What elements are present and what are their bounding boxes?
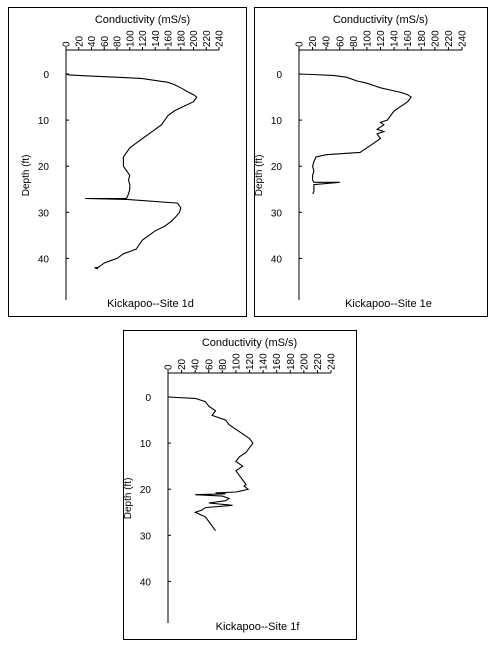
chart-panel-1e: Conductivity (mS/s) 0 20 40 60 80 100 120 140 160… xyxy=(254,7,488,317)
x-tick-label: 240 xyxy=(215,30,226,47)
x-tick-label: 140 xyxy=(390,30,401,47)
x-tick-label: 60 xyxy=(335,35,346,47)
y-tick-label: 20 xyxy=(271,162,283,173)
x-tick-label: 200 xyxy=(430,30,441,47)
y-tick-label: 0 xyxy=(145,393,151,404)
x-tick-label: 120 xyxy=(138,30,149,47)
y-tick-label: 30 xyxy=(140,531,152,542)
chart-caption: Kickapoo--Site 1d xyxy=(107,298,194,310)
y-tick-label: 40 xyxy=(38,254,50,265)
chart-caption: Kickapoo--Site 1e xyxy=(345,298,432,310)
x-tick-label: 40 xyxy=(191,358,202,370)
x-tick-label: 220 xyxy=(202,30,213,47)
chart-caption: Kickapoo--Site 1f xyxy=(216,621,301,633)
x-tick-label: 80 xyxy=(113,35,124,47)
x-tick-label: 100 xyxy=(231,353,242,370)
x-axis-title: Conductivity (mS/s) xyxy=(95,14,190,26)
x-tick-label: 0 xyxy=(62,41,73,47)
y-tick-label: 40 xyxy=(140,577,152,588)
x-tick-label: 60 xyxy=(204,358,215,370)
y-axis-title: Depth (ft) xyxy=(21,155,32,197)
x-tick-label: 60 xyxy=(100,35,111,47)
x-tick-label: 0 xyxy=(295,41,306,47)
x-tick-label: 140 xyxy=(151,30,162,47)
x-tick-label: 200 xyxy=(299,353,310,370)
x-axis-title: Conductivity (mS/s) xyxy=(202,337,297,349)
chart-site-1e: Conductivity (mS/s)0 20 40 60 80 100 120 140 160… xyxy=(255,14,469,310)
x-tick-label: 200 xyxy=(189,30,200,47)
chart-panel-1d: Conductivity (mS/s) 0 20 40 60 80 100 120 140 160… xyxy=(8,7,247,317)
x-tick-label: 100 xyxy=(362,30,373,47)
x-tick-label: 80 xyxy=(349,35,360,47)
x-tick-label: 20 xyxy=(74,35,85,47)
x-tick-label: 0 xyxy=(164,364,175,370)
x-tick-label: 160 xyxy=(164,30,175,47)
x-tick-label: 120 xyxy=(376,30,387,47)
y-axis-title: Depth (ft) xyxy=(124,478,134,520)
x-tick-label: 140 xyxy=(259,353,270,370)
conductivity-series-line xyxy=(298,73,412,195)
y-tick-label: 40 xyxy=(271,254,283,265)
conductivity-series-line xyxy=(167,396,254,532)
x-tick-label: 160 xyxy=(403,30,414,47)
x-tick-label: 40 xyxy=(87,35,98,47)
chart-panel-1f: Conductivity (mS/s) 0 20 40 60 80 100 120 140 160… xyxy=(123,330,357,640)
x-tick-label: 80 xyxy=(218,358,229,370)
y-tick-label: 10 xyxy=(271,116,283,127)
x-tick-label: 120 xyxy=(245,353,256,370)
x-tick-label: 20 xyxy=(177,358,188,370)
x-tick-label: 100 xyxy=(125,30,136,47)
x-tick-label: 180 xyxy=(176,30,187,47)
y-tick-label: 20 xyxy=(140,485,152,496)
x-axis-title: Conductivity (mS/s) xyxy=(333,14,428,26)
y-tick-label: 30 xyxy=(271,208,283,219)
x-tick-label: 20 xyxy=(308,35,319,47)
chart-site-1d: Conductivity (mS/s)0 20 40 60 80 100 120 140 160… xyxy=(21,14,226,310)
chart-site-1f: Conductivity (mS/s)0 20 40 60 80 100 120 140 160… xyxy=(124,337,338,633)
x-tick-label: 240 xyxy=(327,353,338,370)
x-tick-label: 180 xyxy=(417,30,428,47)
x-tick-label: 220 xyxy=(313,353,324,370)
y-tick-label: 0 xyxy=(276,70,282,81)
y-tick-label: 0 xyxy=(43,70,49,81)
x-tick-label: 160 xyxy=(272,353,283,370)
y-axis-title: Depth (ft) xyxy=(255,155,265,197)
y-tick-label: 30 xyxy=(38,208,50,219)
x-tick-label: 180 xyxy=(286,353,297,370)
y-tick-label: 10 xyxy=(140,439,152,450)
x-tick-label: 40 xyxy=(322,35,333,47)
x-tick-label: 220 xyxy=(444,30,455,47)
x-tick-label: 240 xyxy=(458,30,469,47)
y-tick-label: 10 xyxy=(38,116,50,127)
y-tick-label: 20 xyxy=(38,162,50,173)
conductivity-series-line xyxy=(65,73,198,270)
